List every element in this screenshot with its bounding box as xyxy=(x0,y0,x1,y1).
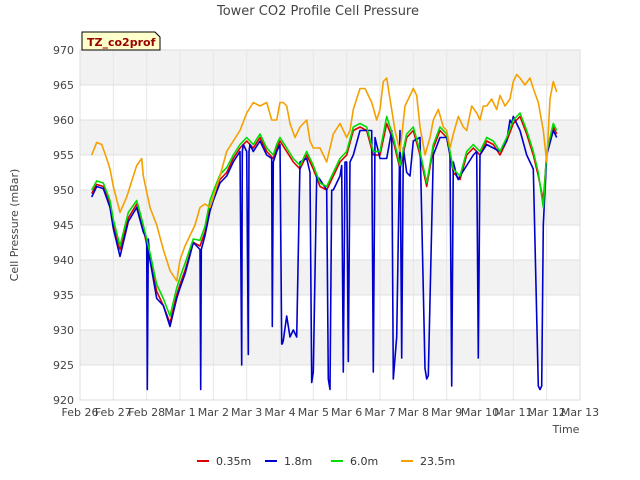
legend-item-23.5m: 23.5m xyxy=(401,455,455,468)
y-tick-label: 955 xyxy=(53,149,74,162)
legend-item-6.0m: 6.0m xyxy=(331,455,378,468)
x-tick-label: Mar 8 xyxy=(398,406,429,419)
site-tag-box: TZ_co2prof xyxy=(81,31,161,51)
plot-frame xyxy=(79,49,581,401)
background-band xyxy=(80,50,580,85)
y-axis-ticks: 920 925 930 935 940 945 950 955 960 965 970 xyxy=(53,44,74,407)
x-tick-label: Mar 12 xyxy=(528,406,566,419)
background-band xyxy=(80,225,580,260)
x-tick-label: Mar 9 xyxy=(431,406,462,419)
legend-item-0.35m: 0.35m xyxy=(197,455,251,468)
legend-label: 23.5m xyxy=(420,455,455,468)
x-tick-label: Mar 1 xyxy=(164,406,195,419)
x-tick-label: Feb 27 xyxy=(95,406,132,419)
x-tick-label: Mar 6 xyxy=(331,406,362,419)
x-tick-label: Feb 28 xyxy=(128,406,165,419)
legend-label: 6.0m xyxy=(350,455,378,468)
y-tick-label: 960 xyxy=(53,114,74,127)
x-tick-label: Mar 4 xyxy=(264,406,295,419)
y-tick-label: 950 xyxy=(53,184,74,197)
legend-label: 1.8m xyxy=(284,455,312,468)
x-tick-label: Feb 26 xyxy=(62,406,99,419)
site-tag-label: TZ_co2prof xyxy=(87,36,156,49)
x-tick-label: Mar 3 xyxy=(231,406,262,419)
y-tick-label: 920 xyxy=(53,394,74,407)
series-line-23.5m xyxy=(90,73,558,282)
series-line-0.35m xyxy=(90,115,558,324)
background-band xyxy=(80,190,580,225)
background-band xyxy=(80,260,580,295)
y-tick-label: 970 xyxy=(53,44,74,57)
y-axis-label: Cell Pressure (mBar) xyxy=(8,169,21,282)
y-tick-label: 940 xyxy=(53,254,74,267)
site-tag-frame xyxy=(81,31,161,51)
x-tick-label: Mar 13 xyxy=(561,406,599,419)
legend-item-1.8m: 1.8m xyxy=(265,455,312,468)
chart-title: Tower CO2 Profile Cell Pressure xyxy=(216,4,419,19)
series-line-6.0m xyxy=(90,112,558,317)
x-tick-label: Mar 11 xyxy=(494,406,532,419)
legend-label: 0.35m xyxy=(216,455,251,468)
y-tick-label: 945 xyxy=(53,219,74,232)
y-tick-label: 965 xyxy=(53,79,74,92)
background-band xyxy=(80,85,580,120)
x-tick-label: Mar 2 xyxy=(198,406,229,419)
legend: 0.35m 1.8m 6.0m 23.5m xyxy=(197,455,455,468)
y-tick-label: 930 xyxy=(53,324,74,337)
x-tick-label: Mar 5 xyxy=(298,406,329,419)
series-lines xyxy=(90,73,558,391)
series-line-1.8m xyxy=(90,115,558,391)
x-tick-label: Mar 7 xyxy=(364,406,395,419)
x-tick-label: Mar 10 xyxy=(461,406,499,419)
y-tick-label: 925 xyxy=(53,359,74,372)
x-axis-label: Time xyxy=(552,423,580,436)
y-tick-label: 935 xyxy=(53,289,74,302)
